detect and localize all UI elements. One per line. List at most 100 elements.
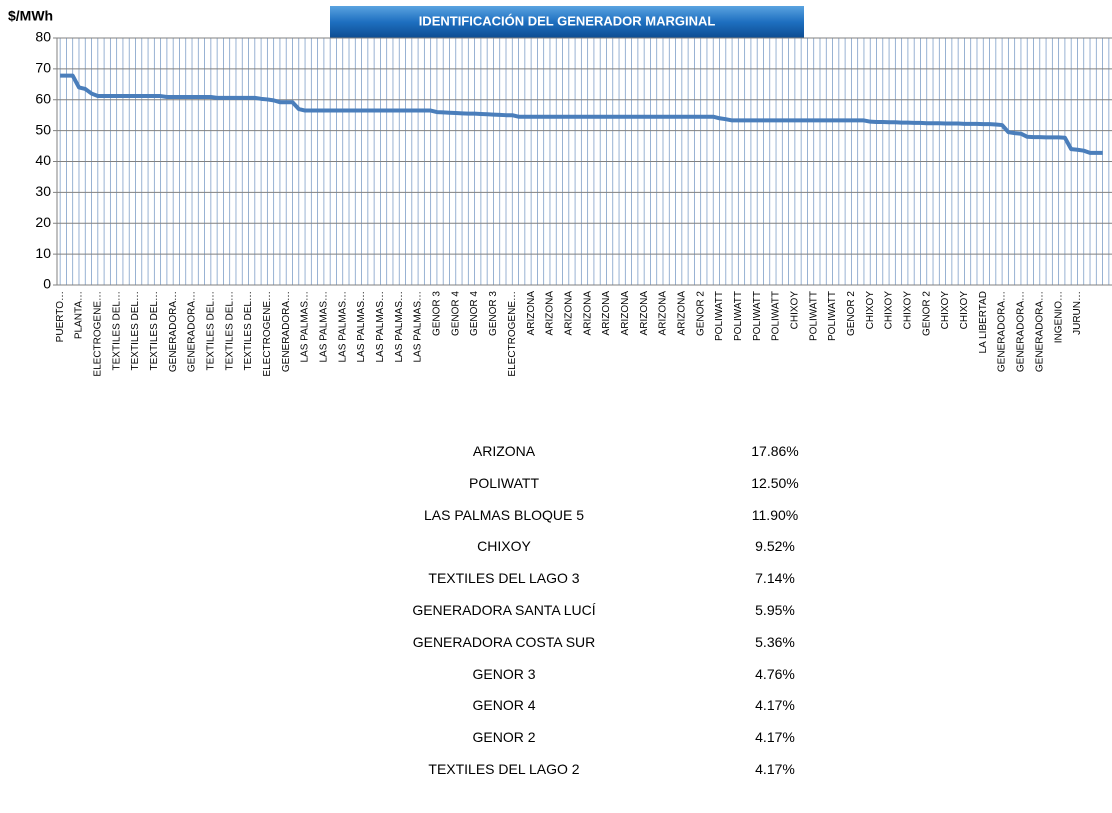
x-tick-label: ARIZONA xyxy=(601,291,612,336)
share: 4.17% xyxy=(755,729,795,746)
x-tick-label: GENERADORA… xyxy=(1016,291,1027,372)
share: 4.17% xyxy=(755,761,795,777)
x-tick-label: LAS PALMAS… xyxy=(337,291,348,363)
x-tick-label: LAS PALMAS… xyxy=(356,291,367,363)
x-tick-label: POLIWATT xyxy=(771,291,782,341)
x-tick-label: CHIXOY xyxy=(903,291,914,330)
x-tick-label: ARIZONA xyxy=(639,291,650,336)
x-tick-label: TEXTILES DEL… xyxy=(224,291,235,370)
x-tick-label: TEXTILES DEL… xyxy=(111,291,122,370)
x-tick-label: ARIZONA xyxy=(620,291,631,336)
y-tick-label: 80 xyxy=(35,29,51,45)
y-axis-label: $/MWh xyxy=(8,8,53,24)
x-tick-label: TEXTILES DEL… xyxy=(130,291,141,370)
generator-name: ARIZONA xyxy=(472,443,536,459)
x-tick-label: POLIWATT xyxy=(808,291,819,341)
x-tick-label: GENOR 3 xyxy=(432,291,443,336)
plot: PUERTO… PLANTA… ELECTROGENE… TEXTILES DEL… T… xyxy=(35,29,1112,377)
x-tick-label: CHIXOY xyxy=(940,291,951,330)
x-tick-label: LA LIBERTAD xyxy=(978,291,989,353)
share: 4.76% xyxy=(755,665,795,682)
generator-name: GENOR 4 xyxy=(472,697,536,714)
x-tick-label: ELECTROGENE… xyxy=(92,291,103,377)
x-tick-label: TEXTILES DEL… xyxy=(205,291,216,370)
share: 12.50% xyxy=(751,474,799,491)
share: 5.36% xyxy=(755,633,795,650)
x-tick-label: LAS PALMAS… xyxy=(300,291,311,363)
y-tick-label: 10 xyxy=(35,245,51,261)
x-tick-label: CHIXOY xyxy=(959,291,970,330)
x-tick-label: GENERADORA… xyxy=(168,291,179,372)
share: 4.17% xyxy=(755,697,795,714)
x-tick-label: GENOR 2 xyxy=(695,291,706,336)
x-tick-label: POLIWATT xyxy=(714,291,725,341)
x-tick-label: ELECTROGENE… xyxy=(262,291,273,377)
generator-name: TEXTILES DEL LAGO 2 xyxy=(428,761,580,777)
share: 5.95% xyxy=(755,602,795,618)
x-tick-label: ARIZONA xyxy=(582,291,593,336)
y-tick-label: 40 xyxy=(35,152,51,168)
x-tick-label: GENERADORA… xyxy=(1034,291,1045,372)
x-tick-label: ARIZONA xyxy=(563,291,574,336)
y-tick-label: 60 xyxy=(35,90,51,106)
x-tick-label: JURUN… xyxy=(1072,291,1083,335)
table-row: GENOR 3 4.76% xyxy=(0,660,1112,690)
table-row: TEXTILES DEL LAGO 2 4.17% xyxy=(0,755,1112,785)
y-tick-label: 30 xyxy=(35,183,51,199)
y-tick-label: 50 xyxy=(35,121,51,137)
x-tick-label: LAS PALMAS… xyxy=(375,291,386,363)
x-tick-label: ARIZONA xyxy=(545,291,556,336)
share: 17.86% xyxy=(751,443,799,459)
x-tick-label: INGENIO… xyxy=(1053,291,1064,343)
x-tick-label: GENOR 2 xyxy=(921,291,932,336)
x-tick-label: LAS PALMAS… xyxy=(413,291,424,363)
table-row: GENOR 2 4.17% xyxy=(0,723,1112,753)
share: 9.52% xyxy=(755,538,795,555)
generator-name: GENOR 3 xyxy=(472,665,536,682)
generator-name: POLIWATT xyxy=(469,474,539,491)
x-tick-label: GENOR 4 xyxy=(469,291,480,336)
x-tick-label: GENERADORA… xyxy=(997,291,1008,372)
line xyxy=(60,73,1103,155)
generator-name: GENOR 2 xyxy=(472,729,536,746)
y-tick-label: 70 xyxy=(35,60,51,76)
table-row: GENERADORA COSTA SUR 5.36% xyxy=(0,628,1112,658)
y-tick-label: 0 xyxy=(43,276,51,292)
generator-name: GENERADORA COSTA SUR xyxy=(412,633,596,650)
share: 11.90% xyxy=(751,506,799,523)
x-tick-label: GENOR 2 xyxy=(846,291,857,336)
x-tick-label: PLANTA… xyxy=(74,291,85,339)
x-tick-label: ELECTROGENE… xyxy=(507,291,518,377)
share: 7.14% xyxy=(755,570,795,587)
x-tick-label: TEXTILES DEL… xyxy=(243,291,254,370)
table-row: CHIXOY 9.52% xyxy=(0,532,1112,562)
table-row: LAS PALMAS BLOQUE 5 11.90% xyxy=(0,501,1112,531)
table-row: GENOR 4 4.17% xyxy=(0,691,1112,721)
x-tick-label: CHIXOY xyxy=(865,291,876,330)
x-tick-label: POLIWATT xyxy=(733,291,744,341)
x-tick-label: TEXTILES DEL… xyxy=(149,291,160,370)
table-row: ARIZONA 17.86% xyxy=(0,437,1112,467)
x-tick-label: GENOR 4 xyxy=(450,291,461,336)
title-box xyxy=(330,6,804,38)
x-tick-label: GENERADORA… xyxy=(187,291,198,372)
y-tick-label: 20 xyxy=(35,214,51,230)
table-row: GENERADORA SANTA LUCÍ 5.95% xyxy=(0,596,1112,626)
x-tick-label: CHIXOY xyxy=(884,291,895,330)
x-tick-label: GENERADORA… xyxy=(281,291,292,372)
generator-name: LAS PALMAS BLOQUE 5 xyxy=(423,506,585,523)
x-tick-label: LAS PALMAS… xyxy=(319,291,330,363)
generator-name: TEXTILES DEL LAGO 3 xyxy=(428,570,580,587)
chart: IDENTIFICACIÓN DEL GENERADOR MARGINAL $/… xyxy=(8,6,1112,377)
chart-title: IDENTIFICACIÓN DEL GENERADOR MARGINAL xyxy=(419,13,716,28)
x-tick-label: GENOR 3 xyxy=(488,291,499,336)
generator-name: CHIXOY xyxy=(477,538,531,555)
x-tick-label: LAS PALMAS… xyxy=(394,291,405,363)
table-row: POLIWATT 12.50% xyxy=(0,469,1112,499)
x-tick-label: CHIXOY xyxy=(790,291,801,330)
generator-name: GENERADORA SANTA LUCÍ xyxy=(412,602,596,618)
x-tick-label: ARIZONA xyxy=(676,291,687,336)
x-tick-label: POLIWATT xyxy=(827,291,838,341)
x-tick-label: POLIWATT xyxy=(752,291,763,341)
